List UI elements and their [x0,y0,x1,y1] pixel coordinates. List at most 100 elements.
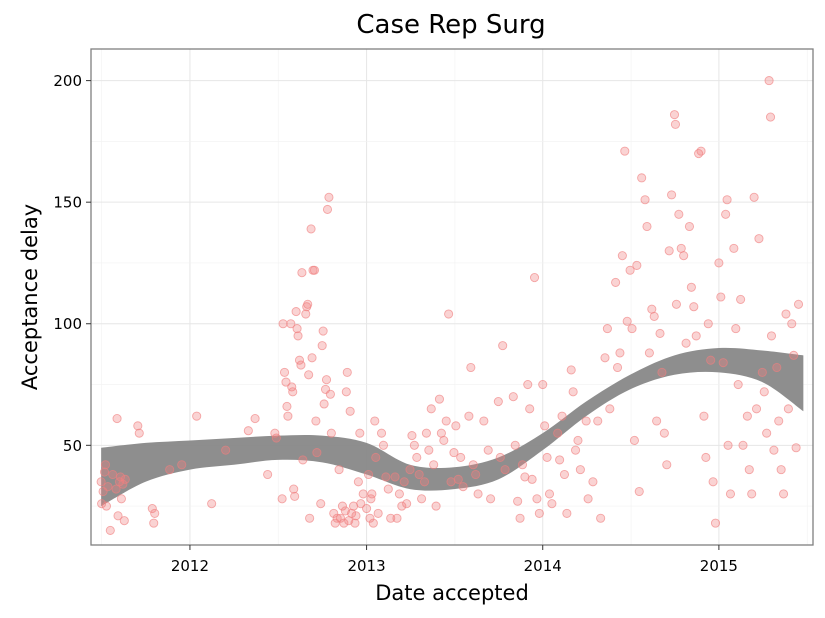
data-point [383,484,393,494]
data-point [729,243,739,253]
data-point [316,499,326,509]
data-point [659,428,669,438]
data-point [339,518,349,528]
data-point [133,421,143,431]
data-point [523,379,533,390]
data-point [629,435,639,446]
data-point [684,221,695,232]
plot-border [90,48,814,546]
data-point [298,455,308,465]
data-point [657,367,667,377]
data-point [353,477,363,487]
data-point [769,445,779,455]
data-point [627,324,637,334]
data-point [473,489,483,499]
data-point [291,307,301,317]
data-point [568,387,578,397]
data-point [326,428,336,438]
data-point [529,272,540,283]
data-point [96,477,106,487]
data-point [317,341,327,351]
data-point [625,265,635,275]
data-point [759,387,769,397]
x-tick-label: 2015 [700,557,738,575]
data-point [424,445,434,455]
data-point [286,319,296,329]
data-point [271,433,281,443]
data-point [722,195,732,205]
data-point [640,195,650,205]
data-point [365,513,375,523]
data-point [150,508,160,518]
chart-title: Case Rep Surg [356,10,545,40]
data-point [670,119,681,129]
data-point [508,392,518,402]
axis-ticks: 2012 2013 2014 2015 50 100 150 200 [53,72,738,575]
confidence-band [101,347,804,507]
data-point [311,416,321,426]
data-point [766,331,777,341]
data-point [605,404,615,414]
data-point [493,396,503,407]
data-point [538,379,548,390]
data-point [517,460,528,470]
data-point [149,518,159,528]
data-point [744,465,754,475]
data-point [97,499,107,509]
data-point [103,482,113,492]
data-point [513,496,523,506]
data-point [426,404,436,414]
data-point [309,265,320,275]
x-axis-title: Date accepted [375,581,529,605]
data-point [409,440,419,450]
data-point [282,401,292,411]
data-point [322,204,333,215]
data-point [689,302,699,312]
data-point [611,277,621,287]
data-point [278,319,288,329]
data-point [119,516,129,526]
y-axis-title: Acceptance delay [18,204,42,390]
data-point [283,411,293,421]
data-point [706,355,716,365]
data-point [293,331,303,341]
data-point [397,501,407,511]
data-point [306,224,316,234]
data-point [390,472,400,482]
data-point [575,465,585,475]
data-point [681,338,691,348]
data-point [751,404,762,414]
data-point [793,299,804,309]
data-point [581,416,591,426]
data-point [431,501,441,511]
data-point [279,367,290,377]
data-point [573,435,583,446]
data-point [453,474,463,484]
data-point [376,428,387,438]
data-point [329,508,339,518]
data-point [221,445,231,455]
data-point [736,294,746,304]
data-point [321,375,332,385]
data-point [620,146,630,156]
data-point [368,518,378,528]
data-point [105,525,115,535]
data-point [281,377,291,387]
data-point [303,299,313,309]
data-point [557,411,567,421]
data-point [355,428,365,438]
data-point [696,146,706,156]
data-point [417,494,427,504]
data-point [345,406,355,416]
data-point [593,416,603,426]
data-point [289,484,299,494]
data-point [451,421,461,431]
data-point [540,421,550,431]
data-point [764,76,774,86]
data-point [738,440,748,450]
data-point [325,389,335,399]
data-point [583,494,593,504]
data-point [742,411,752,421]
data-point [510,440,520,450]
data-point [716,292,726,302]
